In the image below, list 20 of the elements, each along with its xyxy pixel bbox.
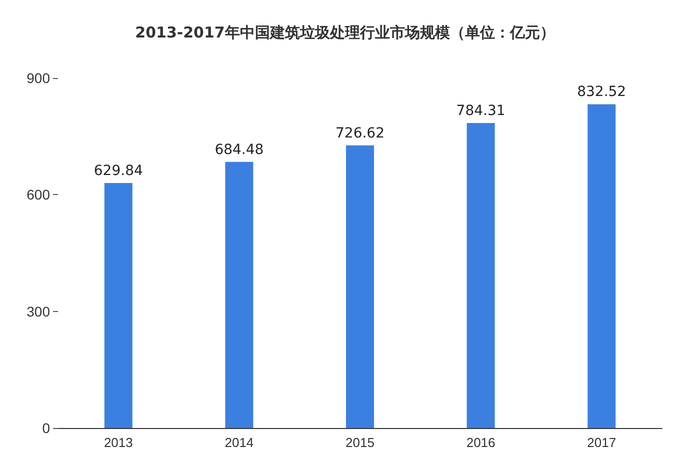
x-tick-label: 2017 <box>587 435 616 450</box>
bar <box>346 145 374 428</box>
x-tick-label: 2014 <box>224 435 254 450</box>
data-label: 684.48 <box>214 142 264 158</box>
x-tick-label: 2015 <box>346 435 374 450</box>
x-tick-label: 2013 <box>104 435 133 450</box>
data-label: 629.84 <box>94 163 143 180</box>
bar <box>104 183 132 428</box>
y-tick-label: 300 <box>26 303 50 320</box>
bar <box>466 122 495 428</box>
x-tick-label: 2016 <box>466 435 496 450</box>
data-label: 832.52 <box>577 84 626 100</box>
bar <box>225 162 254 428</box>
y-tick-label: 0 <box>42 420 50 436</box>
chart-title: 2013-2017年中国建筑垃圾处理行业市场规模（单位：亿元） <box>135 24 555 42</box>
data-label: 726.62 <box>336 125 384 142</box>
y-tick-label: 900 <box>26 70 50 86</box>
bar <box>588 104 616 428</box>
data-label: 784.31 <box>456 102 506 119</box>
y-tick-label: 600 <box>26 186 50 203</box>
